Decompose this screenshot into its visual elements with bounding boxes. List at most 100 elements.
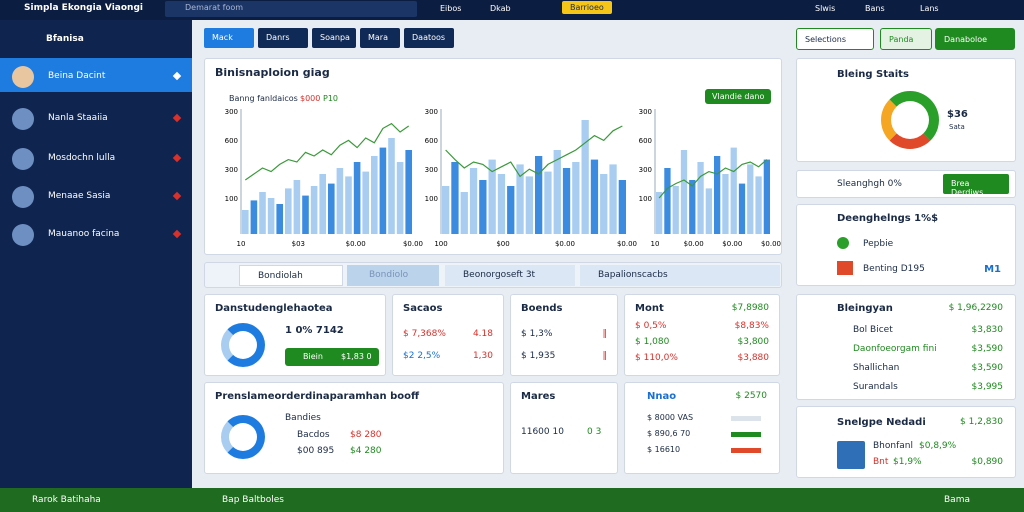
x-label: $03 — [292, 240, 305, 248]
donut — [881, 91, 939, 149]
button[interactable]: Brea Derdiws — [943, 174, 1009, 197]
tool-button[interactable]: Soanpa — [312, 28, 356, 48]
user[interactable]: Bans — [865, 4, 885, 13]
row-value: $3,995 — [971, 382, 1004, 392]
nav-arrow — [172, 229, 182, 239]
donut — [221, 323, 265, 367]
nav-item[interactable]: Mosdochn lulla — [48, 153, 116, 163]
y-label: 300 — [425, 108, 438, 116]
y-label: 100 — [425, 195, 438, 203]
y-label: 100 — [225, 195, 238, 203]
filter[interactable]: Bapalionscacbs — [580, 265, 780, 286]
tab[interactable]: Dkab — [490, 4, 511, 13]
action-button[interactable]: Panda — [880, 28, 932, 50]
list-card: Nnao $ 2570 $ 8000 VAS $ 890,6 70 $ 16610 — [624, 382, 780, 474]
bar — [442, 186, 450, 234]
list-card: Mont $7,8980 $ 0,5% $8,83% $ 1,080 $3,800 $ 11… — [624, 294, 780, 376]
row-extra: 4.18 — [472, 329, 493, 339]
search[interactable]: Demarat foom — [165, 1, 417, 17]
button — [285, 348, 379, 366]
tool-button[interactable]: Mack — [204, 28, 254, 48]
label: Bhonfanl — [873, 441, 913, 451]
nav-item[interactable]: Beina Dacint — [48, 71, 106, 81]
bar — [680, 150, 688, 234]
dot — [837, 261, 853, 275]
bar — [664, 168, 671, 234]
card-title: Bleingyan — [837, 303, 893, 314]
chart-card: Binisnaploion giag Banng fanldaicos $000… — [204, 58, 782, 255]
list-card: Mares 11600 10 0 3 — [510, 382, 618, 474]
nav-item[interactable]: Mauanoo facina — [48, 229, 120, 239]
tool-button[interactable]: Danrs — [258, 28, 308, 48]
card-title: Nnao — [647, 391, 677, 402]
row-value: $ 7,368% — [403, 329, 446, 339]
stat-sub: Sata — [949, 123, 965, 131]
bar — [451, 162, 459, 234]
row-extra: 1,30 — [472, 351, 493, 361]
filter[interactable]: Beonorgoseft 3t — [445, 265, 575, 286]
value: 1 0% 7142 — [285, 325, 344, 336]
row-extra: $3,800 — [737, 337, 770, 347]
bar — [618, 180, 626, 234]
bar — [488, 159, 496, 234]
card-title: Deenghelngs 1%$ — [837, 213, 939, 224]
bar — [362, 171, 369, 234]
bar — [656, 192, 663, 234]
row-extra: $8,83% — [734, 321, 769, 331]
nav-item[interactable]: Nanla Staaiia — [48, 113, 108, 123]
bar — [405, 150, 412, 234]
bar — [379, 147, 387, 234]
row-value: $3,590 — [971, 363, 1004, 373]
line — [244, 122, 410, 181]
card-title: Bleing Staits — [837, 69, 909, 80]
bar — [697, 162, 704, 234]
value: $0,890 — [971, 457, 1004, 467]
tab[interactable]: Barrioeo — [562, 1, 612, 14]
bar — [388, 138, 395, 234]
bar — [250, 200, 258, 234]
row-extra: ‖ — [602, 329, 608, 339]
bar — [507, 186, 515, 234]
action-button[interactable]: Selections — [796, 28, 874, 50]
side-card: Bleing Staits $36 Sata — [796, 58, 1016, 162]
tool-button[interactable]: Daatoos — [404, 28, 454, 48]
nav-icon — [12, 148, 34, 170]
stat-value: $36 — [947, 109, 968, 120]
row-value: $ 0,5% — [635, 321, 667, 331]
user[interactable]: Lans — [920, 4, 939, 13]
card-title: Sacaos — [403, 303, 443, 314]
row-label: Bol Bicet — [853, 325, 893, 335]
search[interactable]: Bondiolo — [347, 265, 439, 286]
action-button[interactable]: Danaboloe — [935, 28, 1015, 50]
bar — [714, 156, 721, 234]
x-label: $0.00 — [617, 240, 637, 248]
wide-card: Prenslameorderdinaparamhan booff Bandies B… — [204, 382, 504, 474]
row-label: Bacdos — [297, 430, 330, 440]
bar — [336, 168, 344, 234]
bar — [747, 164, 754, 234]
bar — [302, 195, 309, 234]
input[interactable]: Bondiolah — [239, 265, 343, 286]
row-label: Surandals — [853, 382, 898, 392]
bar — [722, 174, 729, 234]
user[interactable]: Slwis — [815, 4, 836, 13]
row-label: $ 8000 VAS — [647, 413, 694, 422]
nav-item[interactable]: Menaae Sasia — [48, 191, 111, 201]
bar — [544, 171, 552, 234]
bar — [276, 204, 283, 234]
tool-button[interactable]: Mara — [360, 28, 400, 48]
card-title: Mares — [521, 391, 556, 402]
nav-icon — [12, 224, 34, 246]
tab[interactable]: Eibos — [440, 4, 462, 13]
side-card: Bleingyan $ 1,96,2290 Bol Bicet $3,830 Daonf… — [796, 294, 1016, 400]
label: Sleanghgh 0% — [837, 179, 902, 189]
side-card: Sleanghgh 0% Brea Derdiws — [796, 170, 1016, 198]
dot — [837, 237, 849, 249]
bar — [535, 156, 543, 234]
button[interactable]: Vlandie dano — [705, 89, 772, 104]
row-value: $3,590 — [971, 344, 1004, 354]
footer-text: Bama — [944, 495, 970, 505]
line — [658, 159, 768, 199]
x-label: $0.00 — [403, 240, 423, 248]
